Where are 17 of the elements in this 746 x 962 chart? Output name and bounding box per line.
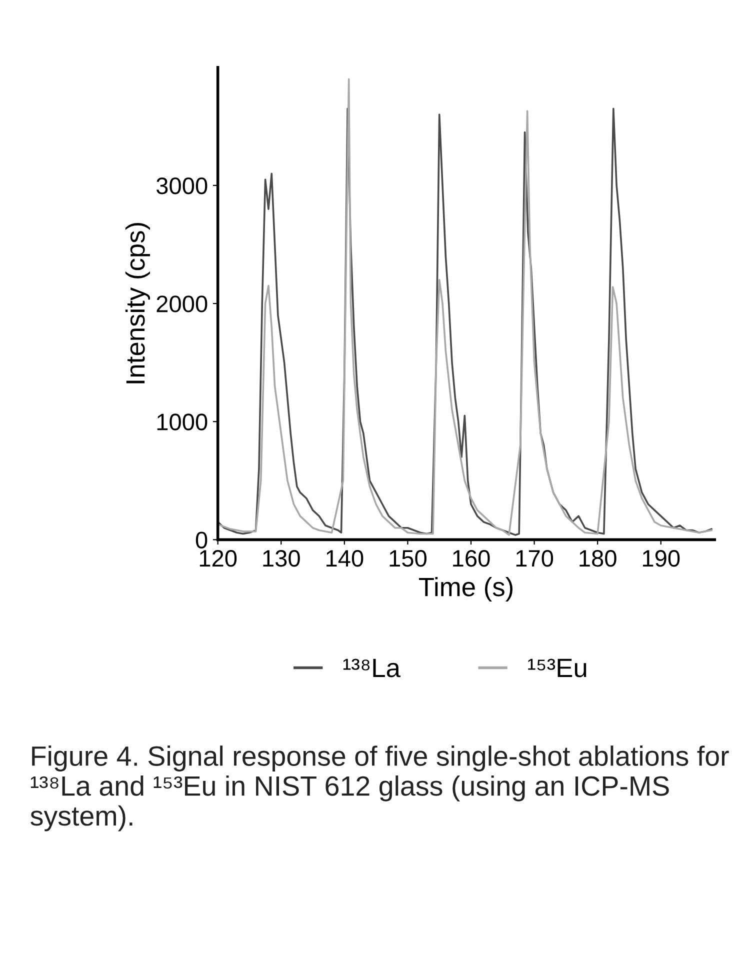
x-tick-label: 190 [642,550,680,567]
legend-label: ¹³⁸La [343,658,400,678]
y-tick-label: 2000 [156,296,208,312]
x-tick-label: 160 [453,550,490,567]
y-tick-label: 0 [196,532,208,548]
x-axis-title: Time (s) [418,576,512,602]
y-tick-label: 1000 [157,414,208,430]
x-tick-label: 170 [516,550,554,567]
x-tick-label: 120 [200,550,237,567]
y-tick-label: 3000 [156,177,208,194]
legend-label: ¹⁵³Eu [528,658,586,678]
x-tick-label: 150 [390,550,426,567]
caption: Figure 4. Signal response of five single-shot ablations for ¹³⁸La and ¹⁵³Eu in NIST 612 glass (using an ICP-MS system). [30,746,729,832]
y-axis-title: Intensity (cps) [125,223,150,384]
x-tick-label: 140 [326,550,364,567]
x-tick-label: 180 [580,550,616,567]
x-tick-label: 130 [263,550,300,567]
